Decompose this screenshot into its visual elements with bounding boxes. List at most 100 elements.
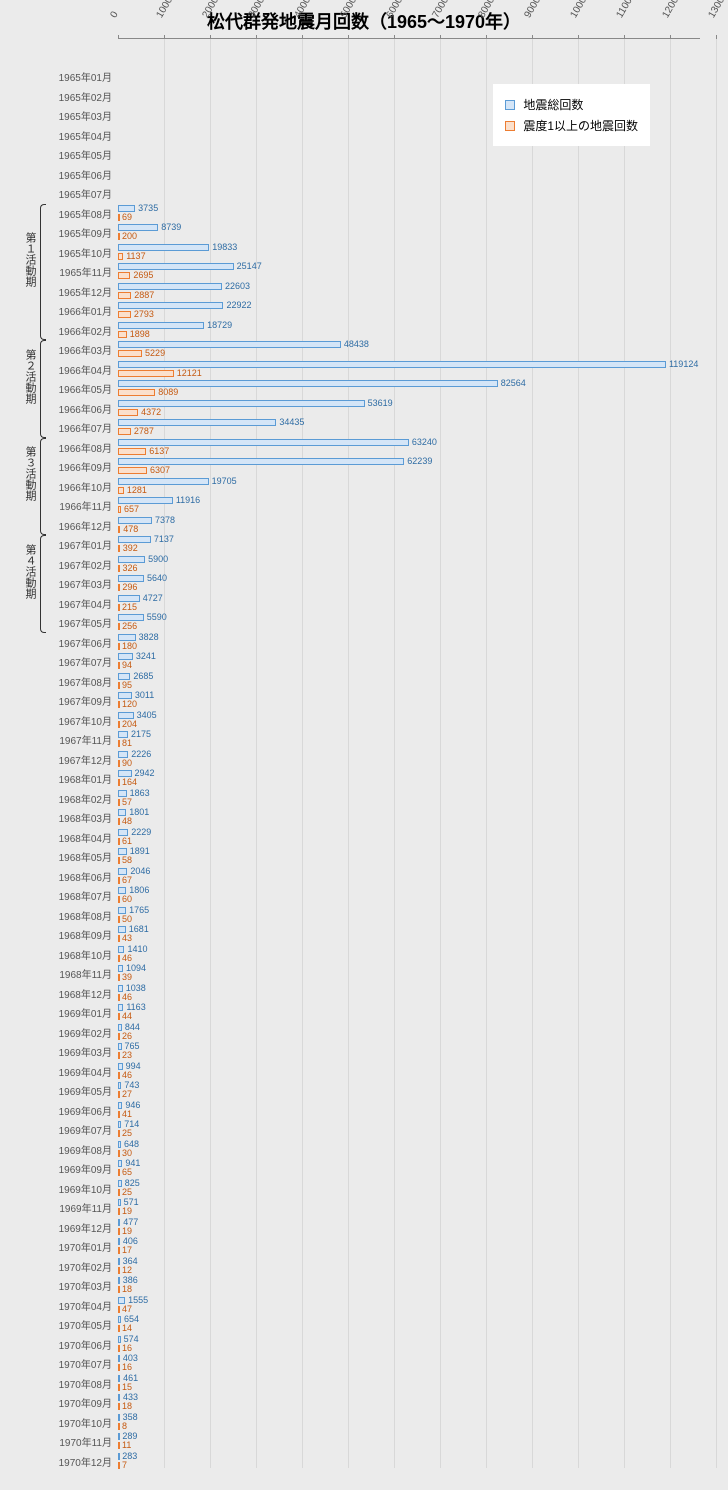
y-label: 1966年08月 bbox=[52, 440, 112, 455]
bar-total bbox=[118, 1063, 123, 1070]
y-label: 1969年01月 bbox=[52, 1005, 112, 1020]
y-label: 1969年07月 bbox=[52, 1122, 112, 1137]
bar-label-intensity: 46 bbox=[122, 992, 132, 1002]
bar-intensity bbox=[118, 350, 142, 357]
bar-total bbox=[118, 1414, 120, 1421]
bar-label-total: 2685 bbox=[133, 671, 153, 681]
bar-label-intensity: 17 bbox=[122, 1245, 132, 1255]
bar-total bbox=[118, 244, 209, 251]
bar-intensity bbox=[118, 721, 120, 728]
y-label: 1969年09月 bbox=[52, 1161, 112, 1176]
bar-total bbox=[118, 536, 151, 543]
bar-intensity bbox=[118, 331, 127, 338]
period-label: 第１活動期 bbox=[22, 232, 38, 287]
bar-label-intensity: 67 bbox=[122, 875, 132, 885]
bar-label-intensity: 18 bbox=[122, 1284, 132, 1294]
bar-total bbox=[118, 1160, 122, 1167]
data-row: 1967年09月3011120 bbox=[118, 691, 700, 711]
y-label: 1968年03月 bbox=[52, 810, 112, 825]
data-row: 1970年02月36412 bbox=[118, 1257, 700, 1277]
bar-label-total: 11916 bbox=[176, 495, 200, 505]
y-label: 1965年02月 bbox=[52, 89, 112, 104]
bar-label-intensity: 392 bbox=[123, 543, 138, 553]
period-brace bbox=[40, 438, 46, 536]
bar-intensity bbox=[118, 1150, 120, 1157]
y-label: 1968年06月 bbox=[52, 869, 112, 884]
bar-intensity bbox=[118, 682, 120, 689]
bar-total bbox=[118, 1258, 120, 1265]
bar-intensity bbox=[118, 1325, 120, 1332]
bar-total bbox=[118, 1141, 121, 1148]
bar-label-intensity: 14 bbox=[122, 1323, 132, 1333]
data-row: 1967年10月3405204 bbox=[118, 711, 700, 731]
data-row: 1969年01月116344 bbox=[118, 1003, 700, 1023]
data-row: 1969年04月99446 bbox=[118, 1062, 700, 1082]
legend-swatch bbox=[505, 121, 515, 131]
y-label: 1967年03月 bbox=[52, 576, 112, 591]
legend-item: 震度1以上の地震回数 bbox=[505, 117, 638, 134]
bar-total bbox=[118, 985, 123, 992]
y-label: 1966年02月 bbox=[52, 323, 112, 338]
data-row: 1967年08月268595 bbox=[118, 672, 700, 692]
data-row: 1968年12月103846 bbox=[118, 984, 700, 1004]
bar-intensity bbox=[118, 506, 121, 513]
bar-label-intensity: 46 bbox=[122, 953, 132, 963]
bar-label-total: 19705 bbox=[212, 476, 237, 486]
bar-total bbox=[118, 1316, 121, 1323]
bar-total bbox=[118, 1004, 123, 1011]
bar-label-intensity: 48 bbox=[122, 816, 132, 826]
bar-total bbox=[118, 653, 133, 660]
bar-label-intensity: 58 bbox=[122, 855, 132, 865]
bar-label-total: 1863 bbox=[130, 788, 150, 798]
bar-label-total: 1765 bbox=[129, 905, 149, 915]
bar-label-intensity: 41 bbox=[122, 1109, 132, 1119]
y-label: 1965年11月 bbox=[52, 264, 112, 279]
chart-container: 松代群発地震月回数（1965～1970年） 010000200003000040… bbox=[0, 0, 728, 1490]
legend: 地震総回数震度1以上の地震回数 bbox=[493, 84, 650, 146]
bar-intensity bbox=[118, 526, 120, 533]
y-label: 1966年11月 bbox=[52, 498, 112, 513]
data-row: 1966年12月7378478 bbox=[118, 516, 700, 536]
bar-intensity bbox=[118, 311, 131, 318]
y-label: 1965年10月 bbox=[52, 245, 112, 260]
bar-label-intensity: 94 bbox=[122, 660, 132, 670]
bar-label-intensity: 5229 bbox=[145, 348, 165, 358]
bar-intensity bbox=[118, 935, 120, 942]
y-label: 1966年12月 bbox=[52, 518, 112, 533]
bar-intensity bbox=[118, 1247, 120, 1254]
bar-total bbox=[118, 595, 140, 602]
bar-total bbox=[118, 1453, 120, 1460]
bar-label-intensity: 61 bbox=[122, 836, 132, 846]
period-label: 第３活動期 bbox=[22, 446, 38, 501]
bar-label-total: 48438 bbox=[344, 339, 369, 349]
bar-total bbox=[118, 926, 126, 933]
bar-label-intensity: 23 bbox=[122, 1050, 132, 1060]
bar-intensity bbox=[118, 974, 120, 981]
bar-label-intensity: 12121 bbox=[177, 368, 202, 378]
y-label: 1969年05月 bbox=[52, 1083, 112, 1098]
bar-total bbox=[118, 1082, 121, 1089]
y-label: 1969年03月 bbox=[52, 1044, 112, 1059]
bar-label-total: 18729 bbox=[207, 320, 232, 330]
data-row: 1967年07月324194 bbox=[118, 652, 700, 672]
y-label: 1968年01月 bbox=[52, 771, 112, 786]
bar-total bbox=[118, 263, 234, 270]
bar-label-intensity: 8089 bbox=[158, 387, 178, 397]
y-label: 1967年09月 bbox=[52, 693, 112, 708]
data-row: 1970年10月3588 bbox=[118, 1413, 700, 1433]
bar-total bbox=[118, 380, 498, 387]
y-label: 1967年07月 bbox=[52, 654, 112, 669]
bar-intensity bbox=[118, 1111, 120, 1118]
bar-intensity bbox=[118, 1091, 120, 1098]
data-row: 1970年03月38618 bbox=[118, 1276, 700, 1296]
bar-intensity bbox=[118, 389, 155, 396]
period-brace bbox=[40, 340, 46, 438]
data-row: 1969年06月94641 bbox=[118, 1101, 700, 1121]
y-label: 1965年06月 bbox=[52, 167, 112, 182]
period-brace bbox=[40, 535, 46, 633]
y-label: 1970年01月 bbox=[52, 1239, 112, 1254]
bar-label-intensity: 4372 bbox=[141, 407, 161, 417]
y-label: 1968年12月 bbox=[52, 986, 112, 1001]
bar-label-intensity: 2695 bbox=[133, 270, 153, 280]
bar-label-intensity: 46 bbox=[122, 1070, 132, 1080]
